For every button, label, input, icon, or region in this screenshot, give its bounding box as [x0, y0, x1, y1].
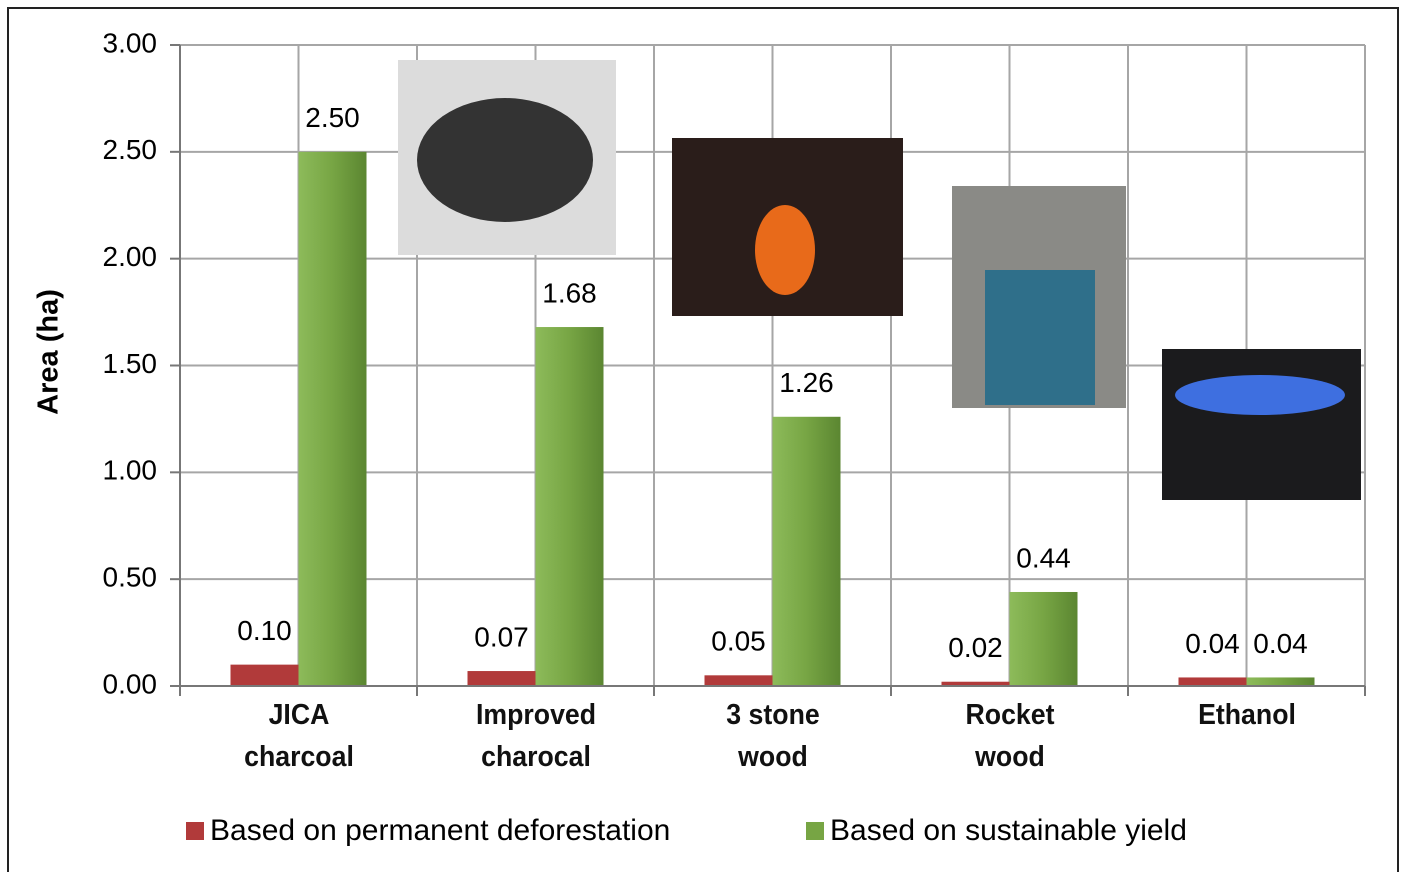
bar: [941, 681, 1010, 686]
value-label: 0.05: [711, 626, 766, 657]
bar: [535, 327, 604, 686]
y-tick-label: 1.00: [103, 455, 158, 486]
bar: [230, 664, 299, 686]
legend-swatch: [186, 822, 204, 840]
photo-ethanol: [1162, 349, 1361, 500]
x-tick-label: Ethanol: [1197, 699, 1296, 731]
frame: [7, 7, 1399, 872]
y-tick-label: 1.50: [103, 348, 158, 379]
photo-detail: [755, 205, 815, 295]
y-axis-label: Area (ha): [33, 289, 65, 415]
value-label: 0.04: [1185, 628, 1240, 659]
legend-swatch: [806, 822, 824, 840]
photos: [398, 60, 1361, 500]
photo-detail: [417, 98, 593, 222]
bar: [298, 151, 367, 687]
y-tick-label: 0.50: [103, 562, 158, 593]
bar: [1178, 677, 1247, 686]
value-label: 1.26: [779, 367, 834, 398]
legend-label: Based on permanent deforestation: [210, 814, 670, 847]
y-tick-label: 2.00: [103, 241, 158, 272]
bar: [1246, 677, 1315, 686]
value-label: 1.68: [542, 277, 597, 308]
y-tick-label: 2.50: [103, 134, 158, 165]
x-tick-label: 3 stone wood: [725, 699, 820, 773]
legend-label: Based on sustainable yield: [830, 814, 1187, 847]
photo-detail: [985, 270, 1095, 405]
value-label: 0.02: [948, 632, 1003, 663]
bar: [1009, 591, 1078, 686]
value-label: 0.44: [1016, 542, 1071, 573]
bar: [772, 416, 841, 686]
x-tick-label: Rocket wood: [965, 699, 1054, 773]
bar: [704, 675, 773, 686]
value-label: 0.04: [1253, 628, 1308, 659]
bar: [467, 671, 536, 686]
value-label: 2.50: [305, 102, 360, 133]
photo-detail: [1175, 375, 1345, 415]
y-tick-label: 3.00: [103, 27, 158, 58]
value-label: 0.07: [474, 621, 529, 652]
x-tick-label: JICA charcoal: [243, 699, 354, 773]
x-tick-label: Improved charocal: [475, 699, 596, 773]
value-label: 0.10: [237, 615, 292, 646]
y-tick-label: 0.00: [103, 668, 158, 699]
